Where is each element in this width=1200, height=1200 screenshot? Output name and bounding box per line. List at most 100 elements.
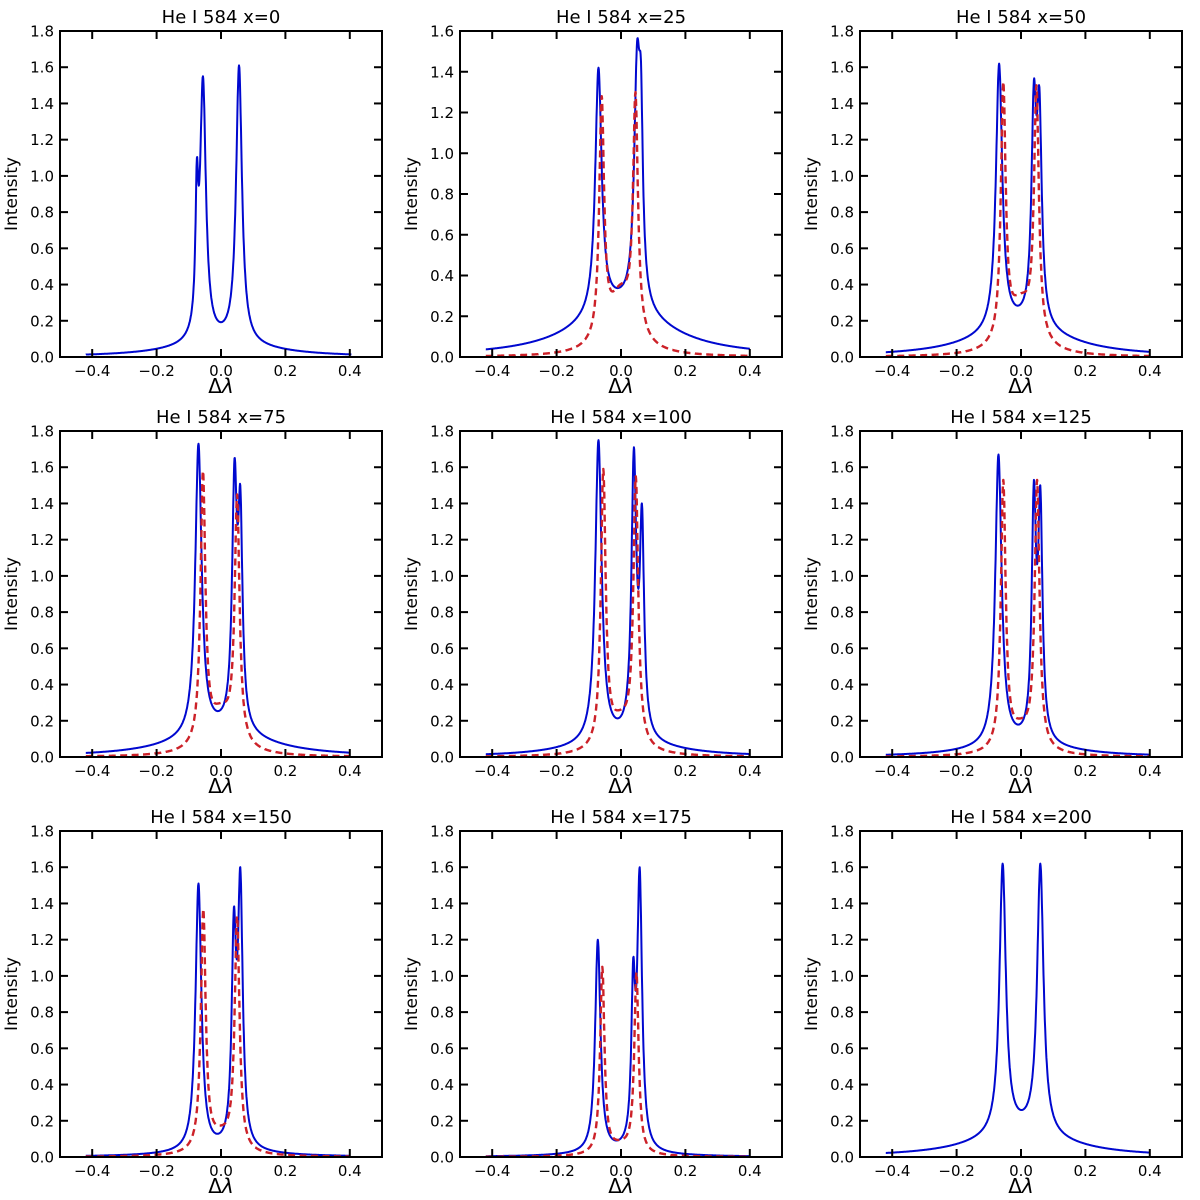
y-axis-label: Intensity	[402, 957, 422, 1031]
subplot-he-i-584-x100: −0.4 −0.2 0.0 0.2 0.4 0.0 0.2 0.4 0.6 0.8 1.0 1.2 1.…	[400, 400, 800, 800]
y-tick-label: 0.0	[30, 349, 54, 367]
x-tick-label: −0.4	[874, 762, 910, 780]
x-axis-label: Δλ	[1008, 1174, 1034, 1198]
y-tick-label: 1.0	[430, 145, 454, 163]
series-line-solid-blue	[85, 64, 353, 356]
series-line-dashed-red	[484, 467, 751, 757]
axes-frame	[859, 830, 1183, 1158]
y-tick-label: 1.0	[830, 567, 854, 585]
y-tick-label: 0.2	[30, 312, 54, 330]
x-tick-label: −0.4	[474, 1162, 510, 1180]
y-tick-label: 0.2	[30, 1112, 54, 1130]
x-tick-label: 0.2	[1073, 762, 1097, 780]
y-tick-label: 0.4	[830, 1076, 854, 1094]
y-tick-label: 1.6	[430, 859, 454, 877]
y-tick-label: 1.4	[30, 495, 54, 513]
series-line-dashed-red	[484, 965, 751, 1157]
y-axis-label: Intensity	[402, 557, 422, 631]
plot-area	[84, 442, 351, 757]
y-axis-label: Intensity	[2, 957, 22, 1031]
subplot-canvas-7: −0.4 −0.2 0.0 0.2 0.4 0.0 0.2 0.4 0.6 0.8 1.0 1.2 1.…	[402, 807, 783, 1198]
y-axis-label: Intensity	[2, 557, 22, 631]
y-tick-label: 0.6	[430, 1040, 454, 1058]
subplot-he-i-584-x175: −0.4 −0.2 0.0 0.2 0.4 0.0 0.2 0.4 0.6 0.8 1.0 1.2 1.…	[400, 800, 800, 1200]
subplot-canvas-3: −0.4 −0.2 0.0 0.2 0.4 0.0 0.2 0.4 0.6 0.8 1.0 1.2 1.…	[2, 407, 383, 798]
y-tick-label: 0.8	[430, 604, 454, 622]
plot-title: He I 584 x=25	[556, 7, 686, 28]
y-tick-label: 1.8	[830, 423, 854, 441]
y-tick-label: 0.0	[30, 749, 54, 767]
x-tick-label: −0.2	[538, 1162, 574, 1180]
y-tick-label: 1.2	[30, 131, 54, 149]
y-tick-label: 1.0	[30, 167, 54, 185]
y-tick-label: 1.8	[30, 23, 54, 41]
x-tick-label: 0.4	[738, 1162, 762, 1180]
x-axis-label: Δλ	[608, 1174, 634, 1198]
x-axis-label: Δλ	[608, 774, 634, 798]
y-tick-label: 0.8	[830, 204, 854, 222]
x-tick-label: 0.4	[738, 762, 762, 780]
x-tick-label: −0.4	[874, 1162, 910, 1180]
y-tick-label: 0.4	[30, 276, 54, 294]
subplot-he-i-584-x125: −0.4 −0.2 0.0 0.2 0.4 0.0 0.2 0.4 0.6 0.8 1.0 1.2 1.…	[800, 400, 1200, 800]
y-tick-label: 1.0	[30, 967, 54, 985]
plot-title: He I 584 x=125	[950, 407, 1092, 428]
y-tick-label: 0.8	[830, 604, 854, 622]
plot-area	[885, 862, 1151, 1154]
y-tick-label: 0.6	[830, 1040, 854, 1058]
x-tick-label: −0.4	[474, 762, 510, 780]
axes-frame	[459, 830, 783, 1158]
axes-frame	[59, 830, 383, 1158]
x-tick-label: −0.4	[74, 362, 110, 380]
x-axis-label: Δλ	[608, 374, 634, 398]
y-tick-label: 1.2	[430, 104, 454, 122]
y-tick-label: 0.8	[430, 186, 454, 204]
x-tick-label: 0.2	[273, 1162, 297, 1180]
x-tick-label: 0.2	[673, 762, 697, 780]
y-tick-label: 0.6	[430, 640, 454, 658]
series-line-solid-blue	[485, 866, 751, 1157]
x-tick-label: −0.2	[938, 762, 974, 780]
subplot-canvas-4: −0.4 −0.2 0.0 0.2 0.4 0.0 0.2 0.4 0.6 0.8 1.0 1.2 1.…	[402, 407, 783, 798]
x-tick-label: 0.2	[273, 362, 297, 380]
x-tick-label: −0.2	[138, 1162, 174, 1180]
y-axis-label: Intensity	[2, 157, 22, 231]
y-tick-label: 1.6	[830, 59, 854, 77]
x-tick-label: 0.4	[738, 362, 762, 380]
subplot-canvas-5: −0.4 −0.2 0.0 0.2 0.4 0.0 0.2 0.4 0.6 0.8 1.0 1.2 1.…	[802, 407, 1183, 798]
y-tick-label: 1.8	[30, 823, 54, 841]
plot-title: He I 584 x=100	[550, 407, 692, 428]
y-tick-label: 0.2	[30, 712, 54, 730]
y-tick-label: 1.2	[830, 131, 854, 149]
x-tick-label: −0.4	[474, 362, 510, 380]
plot-area	[484, 439, 751, 757]
y-tick-label: 0.4	[830, 676, 854, 694]
x-tick-label: −0.2	[138, 362, 174, 380]
x-tick-label: −0.2	[538, 362, 574, 380]
plot-title: He I 584 x=0	[162, 7, 281, 28]
plot-area	[884, 453, 1151, 757]
x-tick-label: 0.0	[609, 362, 633, 380]
x-axis-label: Δλ	[1008, 774, 1034, 798]
x-tick-label: −0.2	[538, 762, 574, 780]
series-line-dashed-red	[884, 478, 1151, 757]
y-tick-label: 0.8	[830, 1004, 854, 1022]
x-tick-label: 0.2	[673, 362, 697, 380]
series-line-dashed-red	[84, 469, 351, 757]
y-tick-label: 1.6	[830, 459, 854, 477]
subplot-canvas-1: −0.4 −0.2 0.0 0.2 0.4 0.0 0.2 0.4 0.6 0.8 1.0 1.2 1.…	[402, 7, 783, 398]
y-tick-label: 0.2	[430, 712, 454, 730]
y-tick-label: 0.6	[430, 226, 454, 244]
y-tick-label: 1.8	[430, 823, 454, 841]
y-tick-label: 1.2	[430, 531, 454, 549]
axes-frame	[859, 430, 1183, 758]
y-tick-label: 1.8	[430, 423, 454, 441]
y-tick-label: 0.0	[430, 1149, 454, 1167]
y-tick-label: 0.0	[30, 1149, 54, 1167]
x-tick-label: 0.0	[1009, 362, 1033, 380]
x-tick-label: 0.0	[209, 1162, 233, 1180]
plot-area	[484, 866, 751, 1157]
x-tick-label: −0.2	[138, 762, 174, 780]
series-line-solid-blue	[885, 453, 1151, 756]
